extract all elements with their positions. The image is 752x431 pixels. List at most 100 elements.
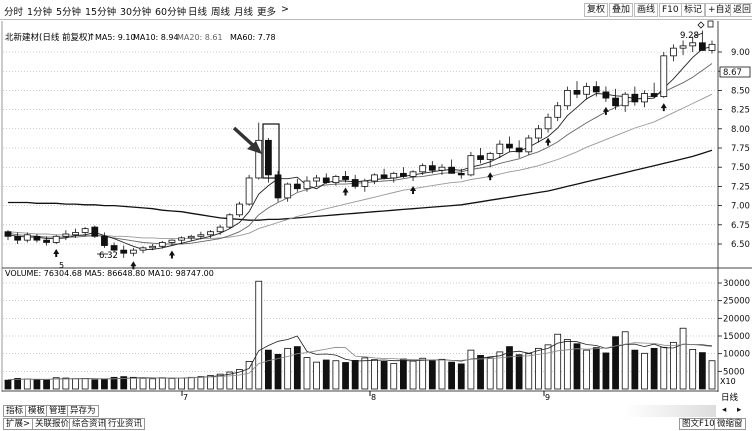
tab-template[interactable]: 模板 (25, 405, 49, 417)
candle (332, 176, 340, 183)
volume-unit-label: X10 (720, 377, 736, 386)
volume-bar (313, 361, 320, 390)
candle (187, 235, 195, 239)
volume-bar (139, 377, 147, 390)
price-tick-label: 7.00 (731, 202, 750, 212)
volume-bar (708, 360, 716, 390)
candle (303, 180, 311, 190)
arrow-pointer-icon (232, 126, 262, 154)
volume-tick-label: 15000 (723, 332, 750, 342)
volume-bar (419, 357, 427, 390)
period-tab-5min[interactable]: 5分钟 (56, 7, 82, 18)
current-price-box (719, 66, 751, 78)
mark-flag-icon[interactable] (707, 20, 714, 28)
candle (178, 237, 185, 241)
candle (351, 179, 359, 187)
volume-bar (650, 347, 658, 390)
low-price-label: 6.32 (99, 251, 118, 261)
candle (515, 147, 523, 153)
moving-average-lines (7, 46, 713, 250)
volume-bar (303, 357, 311, 390)
candle (129, 249, 137, 254)
toolbar: 分时 1分钟 5分钟 15分钟 30分钟 60分钟 日线 周线 月线 更多 > … (0, 0, 752, 20)
draw-line-button[interactable]: 画线 (634, 3, 659, 17)
signal-up-arrow-icon (487, 172, 494, 181)
volume-bar (689, 349, 697, 390)
candle (525, 137, 533, 153)
tab-industry-news[interactable]: 行业资讯 (105, 418, 146, 430)
volume-bar (515, 354, 523, 390)
tab-related-quotes[interactable]: 关联报价 (32, 418, 73, 430)
volume-bar (226, 371, 234, 390)
candle (457, 172, 465, 176)
adjust-price-button[interactable]: 复权 (584, 3, 609, 17)
tab-indicator[interactable]: 指标 (3, 405, 27, 417)
volume-bar (72, 378, 79, 390)
tab-news[interactable]: 综合资讯 (69, 418, 110, 430)
chevron-right-icon[interactable]: > (281, 4, 289, 15)
volume-bar (698, 352, 706, 390)
highlight-box (262, 123, 280, 179)
candle (139, 247, 147, 251)
candle (670, 47, 677, 57)
volume-bar (409, 360, 417, 390)
volume-bar (679, 327, 687, 390)
period-tab-30min[interactable]: 30分钟 (120, 7, 152, 18)
volume-grid (3, 282, 717, 372)
volume-ma-lines (7, 335, 713, 381)
period-tab-monthly[interactable]: 月线 (234, 7, 254, 18)
scrollbar[interactable] (624, 405, 716, 417)
x-axis: 7 8 9 (181, 391, 550, 402)
period-tab-more[interactable]: 更多 (257, 7, 277, 18)
volume-bar (120, 376, 128, 390)
volume-bar (535, 347, 542, 390)
f10-text-button[interactable]: 图文F10 (679, 418, 718, 430)
candle (226, 214, 234, 228)
period-tab-timeshare[interactable]: 分时 (4, 7, 24, 18)
current-price-label: 8.67 (723, 68, 742, 78)
candle (390, 172, 398, 179)
x-label-7: 7 (183, 393, 188, 402)
candle (689, 42, 697, 47)
candlesticks (4, 30, 716, 270)
chevron-right-icon[interactable]: ▸ (735, 405, 744, 417)
volume-bar (81, 377, 89, 390)
volume-bar (477, 355, 484, 390)
volume-bar (486, 357, 494, 390)
volume-bar (361, 357, 369, 390)
mark-diamond-icon[interactable] (697, 21, 705, 29)
volume-bar (216, 373, 224, 390)
overlay-button[interactable]: 叠加 (609, 3, 634, 17)
volume-bar (187, 376, 195, 390)
tab-manage[interactable]: 管理 (46, 405, 70, 417)
back-button[interactable]: 返回 (730, 3, 752, 17)
price-tick-label: 9.00 (731, 48, 750, 58)
period-tab-60min[interactable]: 60分钟 (155, 7, 187, 18)
chevron-left-icon[interactable]: ◂ (720, 405, 729, 417)
period-tab-1min[interactable]: 1分钟 (27, 7, 53, 18)
mini-window-button[interactable]: 微缩窗 (714, 418, 746, 430)
period-tab-weekly[interactable]: 周线 (211, 7, 231, 18)
tab-save-as[interactable]: 异存为 (67, 405, 99, 417)
signal-up-arrow-icon (130, 261, 137, 270)
volume-tick-label: 25000 (723, 297, 750, 307)
tab-expand[interactable]: 扩展> (3, 418, 34, 430)
candle (274, 174, 282, 199)
signal-up-arrow-icon (660, 103, 667, 112)
candle (293, 183, 301, 190)
volume-bar (255, 280, 263, 390)
signal-up-arrow-icon (168, 250, 175, 259)
volume-bar (52, 377, 60, 390)
candle (438, 166, 446, 171)
candle (4, 231, 12, 237)
period-tab-daily[interactable]: 日线 (188, 7, 208, 18)
candle (583, 86, 591, 95)
volume-ma10-line (7, 342, 713, 380)
candle (207, 231, 214, 236)
candle (467, 155, 475, 176)
candle (322, 177, 330, 183)
period-tab-15min[interactable]: 15分钟 (85, 7, 117, 18)
volume-bar (91, 379, 99, 390)
mark-button[interactable]: 标记 (681, 3, 706, 17)
